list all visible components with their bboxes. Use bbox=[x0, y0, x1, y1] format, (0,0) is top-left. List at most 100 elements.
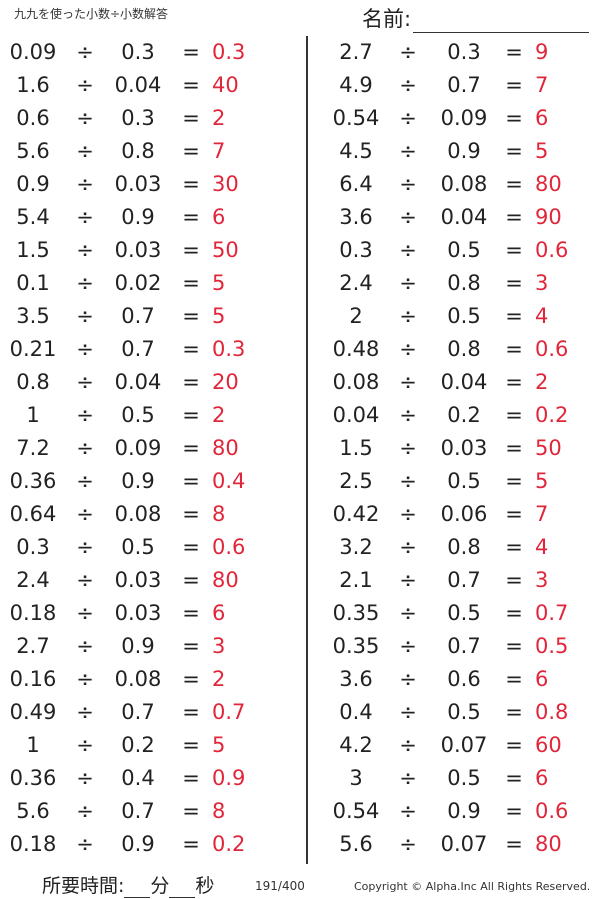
divide-sign: ÷ bbox=[76, 799, 94, 823]
name-label: 名前: bbox=[362, 7, 412, 31]
time-required: 所要時間: 分 秒 bbox=[42, 871, 214, 898]
answer: 6 bbox=[212, 601, 226, 625]
problem-row: 0.04 ÷ 0.2 = 0.2 bbox=[320, 399, 600, 432]
answer: 9 bbox=[535, 40, 549, 64]
divisor: 0.5 bbox=[121, 535, 155, 559]
divide-sign: ÷ bbox=[399, 667, 417, 691]
divide-sign: ÷ bbox=[76, 502, 94, 526]
divide-sign: ÷ bbox=[76, 106, 94, 130]
equals-sign: = bbox=[182, 436, 200, 460]
equals-sign: = bbox=[505, 436, 523, 460]
divide-sign: ÷ bbox=[76, 172, 94, 196]
divide-sign: ÷ bbox=[399, 502, 417, 526]
problem-row: 0.49 ÷ 0.7 = 0.7 bbox=[0, 696, 300, 729]
dividend: 3 bbox=[349, 766, 363, 790]
problem-row: 0.18 ÷ 0.9 = 0.2 bbox=[0, 828, 300, 861]
equals-sign: = bbox=[182, 172, 200, 196]
problem-row: 5.4 ÷ 0.9 = 6 bbox=[0, 201, 300, 234]
problem-row: 1.5 ÷ 0.03 = 50 bbox=[0, 234, 300, 267]
divide-sign: ÷ bbox=[399, 370, 417, 394]
divisor: 0.03 bbox=[440, 436, 488, 460]
equals-sign: = bbox=[182, 601, 200, 625]
answer: 7 bbox=[535, 73, 549, 97]
divide-sign: ÷ bbox=[399, 568, 417, 592]
divisor: 0.9 bbox=[121, 469, 155, 493]
dividend: 1 bbox=[26, 403, 40, 427]
page-number: 191/400 bbox=[255, 879, 305, 893]
equals-sign: = bbox=[505, 766, 523, 790]
problem-row: 3.2 ÷ 0.8 = 4 bbox=[320, 531, 600, 564]
dividend: 4.9 bbox=[339, 73, 373, 97]
divisor: 0.3 bbox=[121, 106, 155, 130]
problem-row: 0.21 ÷ 0.7 = 0.3 bbox=[0, 333, 300, 366]
divide-sign: ÷ bbox=[399, 766, 417, 790]
answer: 8 bbox=[212, 799, 226, 823]
divide-sign: ÷ bbox=[399, 40, 417, 64]
divisor: 0.08 bbox=[114, 502, 162, 526]
dividend: 2.1 bbox=[339, 568, 373, 592]
dividend: 1.6 bbox=[16, 73, 50, 97]
divide-sign: ÷ bbox=[76, 667, 94, 691]
answer: 0.2 bbox=[212, 832, 246, 856]
answer: 8 bbox=[212, 502, 226, 526]
seconds-blank[interactable] bbox=[169, 877, 196, 898]
equals-sign: = bbox=[505, 832, 523, 856]
divisor: 0.5 bbox=[447, 238, 481, 262]
answer: 0.3 bbox=[212, 337, 246, 361]
name-field[interactable]: 名前: bbox=[362, 3, 590, 33]
divisor: 0.3 bbox=[121, 40, 155, 64]
equals-sign: = bbox=[505, 139, 523, 163]
dividend: 0.48 bbox=[332, 337, 380, 361]
problem-row: 0.42 ÷ 0.06 = 7 bbox=[320, 498, 600, 531]
equals-sign: = bbox=[182, 634, 200, 658]
equals-sign: = bbox=[182, 799, 200, 823]
problem-row: 5.6 ÷ 0.8 = 7 bbox=[0, 135, 300, 168]
minutes-blank[interactable] bbox=[124, 877, 151, 898]
seconds-unit: 秒 bbox=[195, 875, 215, 897]
equals-sign: = bbox=[182, 73, 200, 97]
answer: 5 bbox=[212, 271, 226, 295]
problem-row: 0.9 ÷ 0.03 = 30 bbox=[0, 168, 300, 201]
answer: 0.7 bbox=[212, 700, 246, 724]
problem-row: 3.5 ÷ 0.7 = 5 bbox=[0, 300, 300, 333]
dividend: 0.3 bbox=[16, 535, 50, 559]
dividend: 5.6 bbox=[16, 799, 50, 823]
divide-sign: ÷ bbox=[399, 172, 417, 196]
divide-sign: ÷ bbox=[76, 568, 94, 592]
equals-sign: = bbox=[182, 733, 200, 757]
answer: 0.3 bbox=[212, 40, 246, 64]
answer: 0.6 bbox=[535, 238, 569, 262]
problem-row: 2.7 ÷ 0.3 = 9 bbox=[320, 36, 600, 69]
problem-row: 0.36 ÷ 0.9 = 0.4 bbox=[0, 465, 300, 498]
equals-sign: = bbox=[182, 832, 200, 856]
divisor: 0.7 bbox=[121, 304, 155, 328]
problem-row: 0.6 ÷ 0.3 = 2 bbox=[0, 102, 300, 135]
problem-row: 4.5 ÷ 0.9 = 5 bbox=[320, 135, 600, 168]
divisor: 0.04 bbox=[114, 73, 162, 97]
equals-sign: = bbox=[505, 469, 523, 493]
problem-row: 2.1 ÷ 0.7 = 3 bbox=[320, 564, 600, 597]
divisor: 0.03 bbox=[114, 601, 162, 625]
answer: 7 bbox=[212, 139, 226, 163]
divide-sign: ÷ bbox=[399, 304, 417, 328]
problem-row: 0.35 ÷ 0.7 = 0.5 bbox=[320, 630, 600, 663]
dividend: 3.5 bbox=[16, 304, 50, 328]
divide-sign: ÷ bbox=[399, 634, 417, 658]
divisor: 0.5 bbox=[447, 469, 481, 493]
name-blank-line[interactable] bbox=[413, 14, 590, 33]
equals-sign: = bbox=[505, 403, 523, 427]
divide-sign: ÷ bbox=[76, 40, 94, 64]
divide-sign: ÷ bbox=[399, 832, 417, 856]
problem-row: 0.8 ÷ 0.04 = 20 bbox=[0, 366, 300, 399]
equals-sign: = bbox=[182, 238, 200, 262]
dividend: 1 bbox=[26, 733, 40, 757]
dividend: 2.5 bbox=[339, 469, 373, 493]
answer: 2 bbox=[212, 106, 226, 130]
dividend: 0.42 bbox=[332, 502, 380, 526]
problem-row: 3.6 ÷ 0.04 = 90 bbox=[320, 201, 600, 234]
answer: 80 bbox=[535, 832, 562, 856]
equals-sign: = bbox=[182, 337, 200, 361]
dividend: 2.7 bbox=[16, 634, 50, 658]
divide-sign: ÷ bbox=[399, 436, 417, 460]
problem-row: 6.4 ÷ 0.08 = 80 bbox=[320, 168, 600, 201]
